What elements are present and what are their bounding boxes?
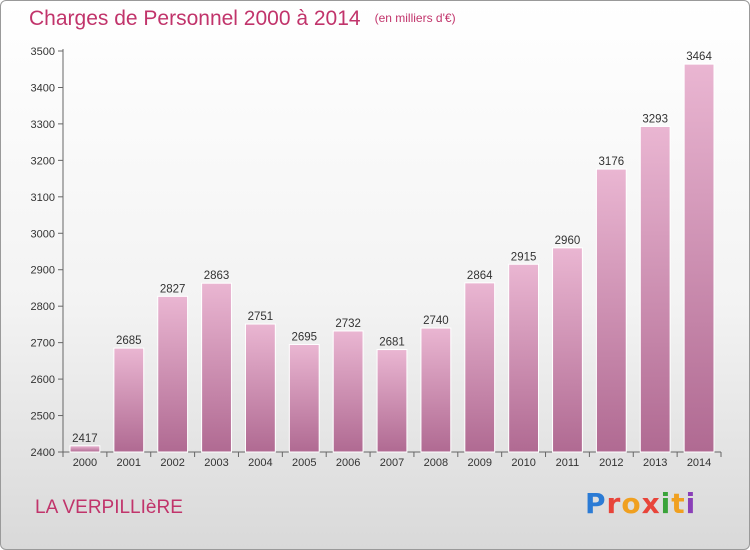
bar-value-label: 2732: [335, 318, 361, 330]
y-tick-label: 2900: [31, 265, 55, 277]
logo-letter: r: [606, 487, 622, 520]
x-tick-label: 2009: [467, 457, 491, 469]
bar: [332, 330, 364, 453]
y-tick-label: 2800: [31, 301, 55, 313]
bar: [288, 343, 320, 453]
data-labels: 2417 2685 2827 2863 2751 2695 2732 2681 2740 2864…: [72, 51, 712, 445]
bar-value-label: 2417: [72, 433, 98, 445]
bar: [113, 347, 145, 453]
bar: [639, 125, 671, 453]
bar-value-label: 2863: [204, 270, 230, 282]
y-tick-label: 3000: [31, 228, 55, 240]
bar: [201, 282, 232, 453]
bar-value-label: 3464: [686, 51, 712, 63]
y-tick-label: 2400: [31, 447, 55, 459]
bar: [69, 445, 101, 453]
y-tick-label: 2700: [31, 338, 55, 350]
bar-value-label: 3176: [599, 156, 625, 168]
bar-value-label: 2827: [160, 283, 186, 295]
logo-letter: t: [671, 487, 686, 520]
x-tick-label: 2007: [380, 457, 404, 469]
bar-value-label: 2681: [379, 337, 405, 349]
bar-value-label: 2685: [116, 335, 142, 347]
bar-value-label: 2960: [555, 235, 581, 247]
y-axis: 2400 2500 2600 2700 2800 2900 3000 3100 3200 3300…: [31, 46, 64, 459]
bar-value-label: 2740: [423, 315, 449, 327]
bar: [420, 327, 452, 453]
x-tick-label: 2005: [292, 457, 316, 469]
bar-value-label: 2751: [248, 311, 274, 323]
x-tick-label: 2001: [117, 457, 141, 469]
bar: [464, 282, 496, 453]
logo-letter: x: [641, 487, 661, 520]
bar-value-label: 2864: [467, 270, 493, 282]
bar: [157, 295, 189, 453]
x-tick-label: 2000: [73, 457, 97, 469]
bar-value-label: 3293: [642, 113, 668, 125]
logo-letter: i: [685, 487, 697, 520]
y-tick-label: 3200: [31, 155, 55, 167]
x-tick-label: 2004: [248, 457, 272, 469]
y-tick-label: 3400: [31, 82, 55, 94]
bar: [376, 349, 408, 453]
x-tick-label: 2006: [336, 457, 360, 469]
bar: [552, 247, 583, 453]
proxiti-logo: Proxiti: [585, 487, 696, 520]
x-tick-label: 2012: [599, 457, 623, 469]
bar: [244, 323, 276, 453]
x-tick-label: 2008: [424, 457, 448, 469]
bar: [508, 263, 540, 453]
logo-letter: i: [660, 487, 672, 520]
y-tick-label: 3300: [31, 119, 55, 131]
bar-value-label: 2695: [291, 331, 317, 343]
y-tick-label: 2500: [31, 411, 55, 423]
logo-letter: P: [585, 487, 607, 520]
bar: [683, 63, 715, 453]
chart-title-text: Charges de Personnel 2000 à 2014: [29, 7, 361, 30]
bar: [595, 168, 627, 453]
logo-letter: o: [621, 487, 642, 520]
commune-name: LA VERPILLIèRE: [35, 497, 183, 518]
bar-value-label: 2915: [511, 251, 537, 263]
x-tick-label: 2002: [160, 457, 184, 469]
y-tick-label: 2600: [31, 374, 55, 386]
x-tick-label: 2010: [511, 457, 535, 469]
x-tick-label: 2014: [687, 457, 711, 469]
y-tick-label: 3100: [31, 192, 55, 204]
x-tick-label: 2011: [556, 457, 580, 469]
x-axis: 2000 2001 2002 2003 2004 2005 2006 2007 2008 2009…: [62, 451, 722, 469]
bars: [69, 63, 715, 453]
chart-title: Charges de Personnel 2000 à 2014 (en mill…: [29, 7, 456, 31]
x-tick-label: 2003: [204, 457, 228, 469]
x-tick-label: 2013: [643, 457, 667, 469]
y-tick-label: 3500: [31, 46, 55, 58]
chart-subtitle: (en milliers d'€): [374, 11, 456, 25]
